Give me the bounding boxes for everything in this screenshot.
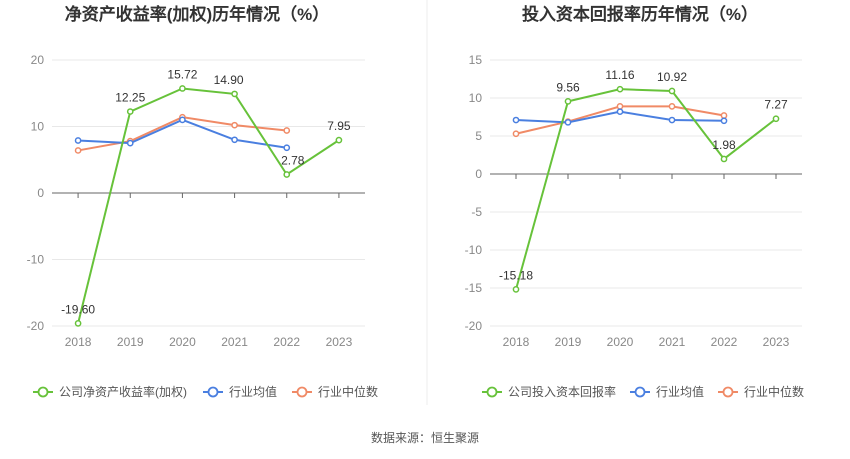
y-tick-label: -20: [465, 319, 483, 333]
x-tick-label: 2022: [711, 335, 738, 349]
x-tick-label: 2019: [117, 335, 144, 349]
data-point-company: [512, 286, 520, 293]
data-point-company: [668, 87, 676, 95]
data-point-median: [283, 127, 291, 134]
data-point-company: [720, 155, 728, 163]
data-point-avg: [616, 108, 624, 116]
data-point-company: [335, 136, 343, 144]
data-point-avg: [231, 136, 238, 144]
data-point-avg: [179, 116, 186, 124]
data-label: 12.25: [115, 91, 145, 105]
y-tick-label: -20: [27, 319, 45, 333]
data-point-company: [74, 319, 82, 327]
y-tick-label: 0: [475, 167, 482, 181]
data-point-company: [283, 171, 291, 178]
data-point-avg: [668, 116, 676, 124]
data-source: 数据来源：恒生聚源: [371, 430, 479, 445]
data-point-avg: [512, 116, 520, 124]
legend-label: 公司净资产收益率(加权): [59, 384, 187, 399]
x-tick-label: 2018: [503, 335, 530, 349]
data-label: -15.18: [499, 268, 533, 282]
data-label: 1.98: [712, 138, 736, 152]
data-point-avg: [564, 118, 572, 126]
y-tick-label: 20: [31, 53, 45, 67]
legend-swatch-marker: [486, 386, 498, 398]
data-point-avg: [126, 139, 134, 147]
x-tick-label: 2023: [763, 335, 790, 349]
data-label: 7.27: [764, 98, 788, 112]
legend-label: 行业中位数: [318, 384, 378, 399]
data-point-median: [231, 121, 238, 129]
chart-panel-1: 净资产收益率(加权)历年情况（%） 20 10 0 -10 -20 2018 2019 2020…: [27, 4, 378, 399]
y-tick-label: 10: [31, 120, 45, 134]
legend-label: 行业均值: [229, 384, 277, 399]
data-point-median: [720, 112, 728, 119]
data-point-median: [616, 103, 624, 110]
y-tick-label: 10: [469, 91, 483, 105]
legend-swatch-marker: [37, 386, 49, 398]
x-tick-label: 2022: [273, 335, 300, 349]
data-point-company: [126, 108, 134, 115]
data-label: -19.60: [61, 302, 95, 316]
data-point-company: [772, 115, 780, 123]
data-point-company: [616, 85, 624, 93]
y-tick-label: 5: [475, 129, 482, 143]
data-label: 2.78: [281, 154, 305, 168]
x-tick-label: 2020: [169, 335, 196, 349]
legend-swatch-marker: [634, 386, 646, 398]
legend-swatch-marker: [296, 386, 308, 398]
legend-label: 公司投入资本回报率: [508, 384, 616, 399]
data-point-company: [564, 97, 572, 105]
data-point-avg: [720, 117, 728, 125]
data-point-median: [512, 130, 520, 138]
y-tick-label: -5: [471, 205, 482, 219]
chart-panel-2: 投入资本回报率历年情况（%） 15 10 5 0 -5 -10 -15 -20 2018 2019 2…: [465, 4, 804, 399]
data-point-company: [231, 90, 238, 98]
y-tick-label: -15: [465, 281, 483, 295]
x-tick-label: 2023: [326, 335, 353, 349]
chart-title: 净资产收益率(加权)历年情况（%）: [65, 4, 329, 24]
x-tick-label: 2021: [659, 335, 686, 349]
legend-swatch-marker: [722, 386, 734, 398]
data-label: 15.72: [167, 67, 197, 81]
data-label: 14.90: [214, 73, 244, 87]
legend-label: 行业均值: [656, 384, 704, 399]
data-point-avg: [74, 137, 82, 144]
x-tick-label: 2019: [555, 335, 582, 349]
data-point-avg: [283, 144, 291, 152]
x-tick-label: 2018: [65, 335, 92, 349]
data-label: 10.92: [657, 70, 687, 84]
x-tick-label: 2020: [607, 335, 634, 349]
data-label: 11.16: [605, 68, 634, 82]
data-point-company: [179, 85, 186, 92]
y-tick-label: 0: [37, 186, 44, 200]
data-label: 9.56: [556, 80, 580, 94]
legend-label: 行业中位数: [744, 384, 804, 399]
x-tick-label: 2021: [221, 335, 248, 349]
data-point-median: [668, 103, 676, 110]
y-tick-label: 15: [469, 53, 483, 67]
legend-swatch-marker: [207, 386, 219, 398]
series-line-company: [77, 87, 340, 324]
series-line-avg: [78, 118, 287, 149]
chart-title: 投入资本回报率历年情况（%）: [522, 4, 758, 24]
y-tick-label: -10: [465, 243, 483, 257]
series-line-company: [515, 88, 777, 290]
y-tick-label: -10: [27, 253, 45, 267]
data-label: 7.95: [327, 119, 351, 133]
data-point-median: [74, 147, 82, 154]
